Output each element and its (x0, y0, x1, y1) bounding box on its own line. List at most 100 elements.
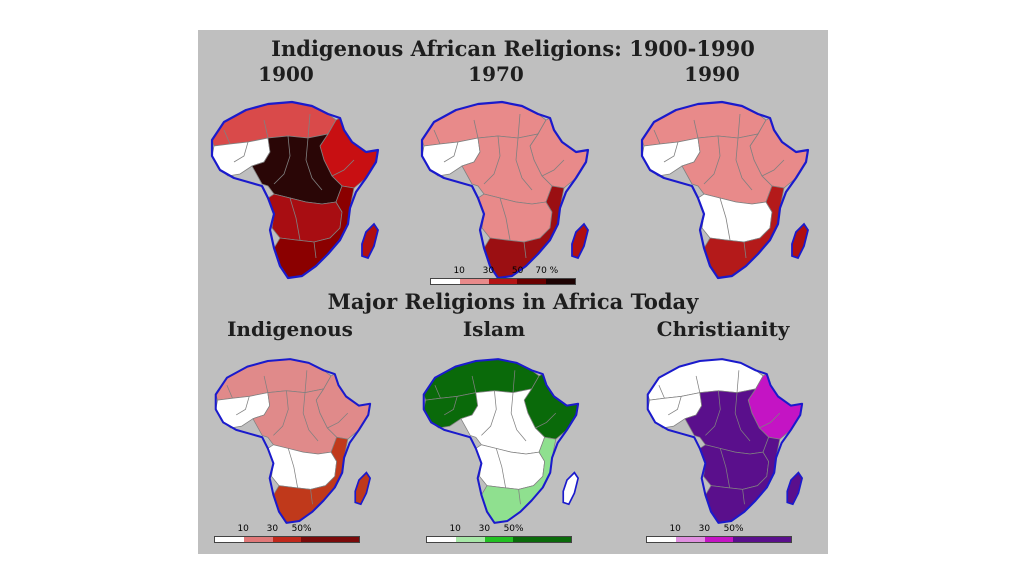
country-border (510, 392, 527, 442)
country-border (313, 241, 317, 259)
legend-swatch (427, 537, 456, 542)
country-border (331, 159, 355, 177)
country-border (541, 159, 565, 177)
madagascar (791, 222, 809, 260)
country-border (287, 448, 298, 488)
legend-tick: 50 (511, 266, 524, 276)
country-border (719, 448, 730, 488)
legend-tick: 10 (449, 524, 461, 534)
country-border (734, 392, 751, 442)
madagascar (361, 222, 379, 260)
country-border (742, 489, 745, 505)
country-border (327, 412, 349, 429)
legend-tick: 30 (698, 524, 711, 534)
map-label-1970: 1970 (468, 62, 524, 86)
madagascar (571, 222, 589, 260)
country-border (759, 412, 781, 429)
africa-coastline (646, 358, 804, 524)
legend-tick: 30 (482, 266, 495, 276)
country-border (695, 375, 701, 393)
country-border (737, 113, 741, 139)
country-border (518, 489, 521, 505)
legend-swatch (488, 279, 518, 284)
legend-swatch (243, 537, 273, 542)
legend-swatch (215, 537, 244, 542)
country-border (305, 137, 323, 191)
legend-tick: 50% (291, 524, 312, 534)
legend-swatch (546, 279, 575, 284)
madagascar (786, 471, 804, 506)
legend-swatch (647, 537, 676, 542)
legend-swatch (455, 537, 485, 542)
country-border (481, 390, 497, 436)
africa-coastline (420, 100, 590, 280)
country-border (263, 375, 269, 393)
country-border (693, 119, 699, 139)
legend-swatch (272, 537, 302, 542)
country-border (517, 113, 521, 139)
country-border (263, 119, 269, 139)
legend-swatch (762, 537, 791, 542)
legend-tick: 30 (478, 524, 491, 534)
legend-christianity: 10 30 50% (646, 524, 792, 546)
country-border (443, 141, 459, 163)
figure-panel: Indigenous African Religions: 1900-1990 … (198, 30, 828, 554)
country-border (743, 241, 747, 259)
legend-swatch (675, 537, 705, 542)
country-border (663, 141, 679, 163)
country-border (512, 370, 516, 393)
africa-coastline (210, 100, 380, 280)
legend-swatch (330, 537, 359, 542)
map-label-1900: 1900 (258, 62, 314, 86)
country-border (761, 159, 785, 177)
legend-swatch (517, 279, 547, 284)
country-border (653, 129, 661, 145)
country-border (289, 197, 301, 241)
country-border (495, 448, 506, 488)
africa-map-christianity (646, 358, 804, 524)
legend-tick: 50% (723, 524, 744, 534)
top-title: Indigenous African Religions: 1900-1990 (271, 36, 755, 61)
country-border (471, 375, 477, 393)
africa-map-1990 (640, 100, 810, 280)
country-border (433, 129, 441, 145)
legend-tick: 10 (669, 524, 681, 534)
legend-swatch (733, 537, 763, 542)
legend-tick: 30 (266, 524, 279, 534)
country-border (499, 197, 511, 241)
country-border (719, 197, 731, 241)
legend-tick: 10 (453, 266, 465, 276)
legend-tick: 50% (503, 524, 524, 534)
country-border (535, 412, 557, 429)
legend-swatch (513, 537, 543, 542)
country-border (236, 396, 250, 416)
map-label-1990: 1990 (684, 62, 740, 86)
country-border (273, 135, 291, 185)
africa-coastline (640, 100, 810, 280)
country-border (668, 396, 682, 416)
legend-islam: 10 30 50% (426, 524, 572, 546)
country-border (307, 113, 311, 139)
country-border (223, 129, 231, 145)
legend-indigenous: 10 30 50% (214, 524, 360, 546)
africa-coastline (214, 358, 372, 524)
country-border (310, 489, 313, 505)
bottom-title: Major Religions in Africa Today (327, 289, 699, 314)
country-border (233, 141, 249, 163)
country-border (273, 390, 289, 436)
legend-swatch (542, 537, 571, 542)
country-border (304, 370, 308, 393)
africa-map-1900 (210, 100, 380, 280)
africa-coastline (422, 358, 580, 524)
country-border (302, 392, 319, 442)
country-border (523, 241, 527, 259)
legend-swatch (459, 279, 489, 284)
country-border (703, 135, 721, 185)
legend-tick: 70 % (535, 266, 559, 276)
map-label-christianity: Christianity (656, 317, 790, 341)
legend-swatch (704, 537, 734, 542)
madagascar (354, 471, 372, 506)
country-border (473, 119, 479, 139)
africa-map-islam (422, 358, 580, 524)
legend-top: 10 30 50 70 % (430, 266, 576, 288)
